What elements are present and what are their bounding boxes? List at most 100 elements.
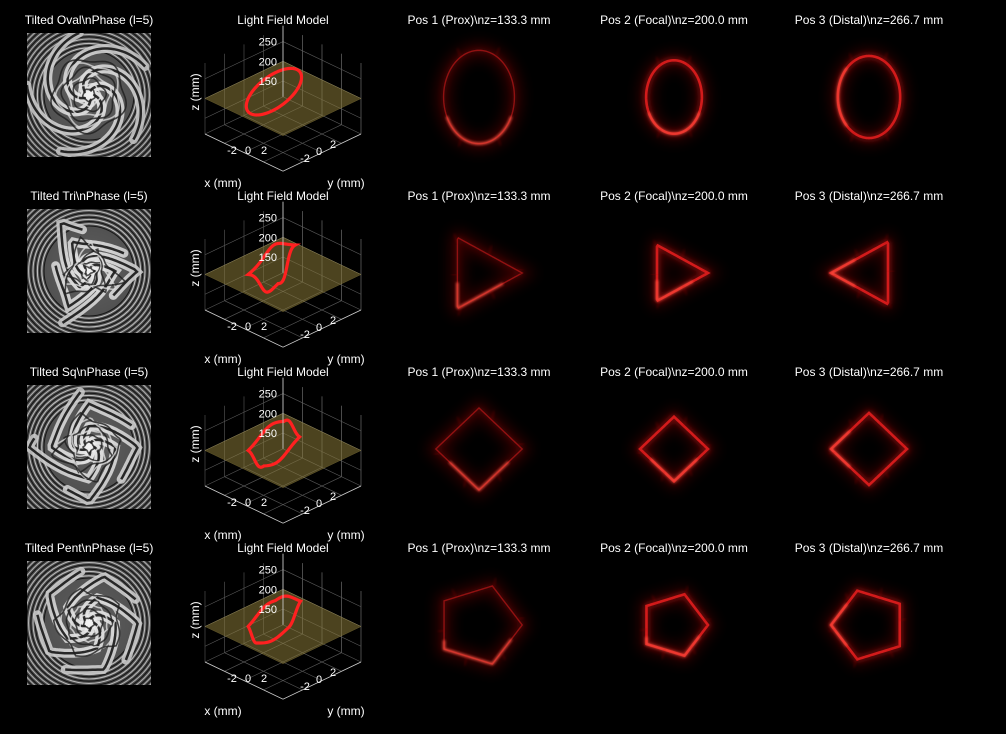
phase-panel-title: Tilted Oval\nPhase (l=5) xyxy=(25,13,154,27)
x-axis-label: x (mm) xyxy=(204,176,241,190)
x-tick-label: -2 xyxy=(227,673,237,685)
intensity-image xyxy=(437,577,532,673)
y-tick-label: 0 xyxy=(316,498,322,510)
focal-plane xyxy=(204,413,362,488)
phase-mask-image xyxy=(27,33,151,157)
y-tick-label: 2 xyxy=(330,315,336,327)
x-tick-label: 0 xyxy=(245,321,251,333)
figure-row: Tilted Pent\nPhase (l=5) Light Field Mode… xyxy=(25,541,944,718)
figure-row: Tilted Oval\nPhase (l=5) Light Field Mode… xyxy=(25,13,944,190)
ring-trajectory xyxy=(245,418,303,469)
y-axis-label: y (mm) xyxy=(327,352,364,366)
z-tick-label: 250 xyxy=(259,37,277,49)
ring-trajectory xyxy=(244,241,302,294)
ring-trajectory xyxy=(246,594,304,645)
position-panel-title: Pos 3 (Distal)\nz=266.7 mm xyxy=(795,541,943,555)
intensity-image xyxy=(629,407,719,491)
z-tick-label: 200 xyxy=(259,408,277,420)
intensity-image xyxy=(639,53,709,141)
z-axis-label: z (mm) xyxy=(188,425,202,462)
x-tick-label: 0 xyxy=(245,145,251,157)
focal-plane xyxy=(204,61,362,136)
z-axis-label: z (mm) xyxy=(188,601,202,638)
y-axis-label: y (mm) xyxy=(327,528,364,542)
y-tick-label: 0 xyxy=(316,674,322,686)
position-panel-title: Pos 2 (Focal)\nz=200.0 mm xyxy=(600,365,748,379)
phase-mask-image xyxy=(27,209,151,333)
model-panel-title: Light Field Model xyxy=(237,541,328,555)
z-axis-label: z (mm) xyxy=(188,249,202,286)
intensity-image xyxy=(436,43,522,151)
x-tick-label: 0 xyxy=(245,497,251,509)
z-tick-label: 250 xyxy=(259,565,277,577)
y-tick-label: 0 xyxy=(316,146,322,158)
model-panel-title: Light Field Model xyxy=(237,13,328,27)
intensity-image xyxy=(816,232,895,314)
x-tick-label: 2 xyxy=(261,321,267,333)
x-tick-label: 2 xyxy=(261,497,267,509)
intensity-image xyxy=(820,403,918,495)
ring-trajectory xyxy=(244,66,304,117)
x-tick-label: 0 xyxy=(245,673,251,685)
z-axis-label: z (mm) xyxy=(188,73,202,110)
x-axis-label: x (mm) xyxy=(204,352,241,366)
z-tick-label: 150 xyxy=(259,76,277,88)
y-tick-label: 2 xyxy=(330,139,336,151)
x-tick-label: 2 xyxy=(261,673,267,685)
position-panel-title: Pos 2 (Focal)\nz=200.0 mm xyxy=(600,541,748,555)
z-tick-label: 200 xyxy=(259,584,277,596)
x-tick-label: -2 xyxy=(227,145,237,157)
x-tick-label: -2 xyxy=(227,497,237,509)
phase-mask-image xyxy=(27,385,151,509)
x-tick-label: -2 xyxy=(227,321,237,333)
z-tick-label: 150 xyxy=(259,604,277,616)
position-panel-title: Pos 3 (Distal)\nz=266.7 mm xyxy=(795,189,943,203)
phase-panel-title: Tilted Sq\nPhase (l=5) xyxy=(30,365,149,379)
x-axis-label: x (mm) xyxy=(204,528,241,542)
position-panel-title: Pos 3 (Distal)\nz=266.7 mm xyxy=(795,365,943,379)
phase-panel-title: Tilted Pent\nPhase (l=5) xyxy=(25,541,154,555)
y-tick-label: 0 xyxy=(316,322,322,334)
phase-mask-image xyxy=(27,561,151,685)
phase-panel-title: Tilted Tri\nPhase (l=5) xyxy=(30,189,147,203)
position-panel-title: Pos 1 (Prox)\nz=133.3 mm xyxy=(407,365,550,379)
position-panel-title: Pos 3 (Distal)\nz=266.7 mm xyxy=(795,13,943,27)
z-tick-label: 250 xyxy=(259,389,277,401)
position-panel-title: Pos 1 (Prox)\nz=133.3 mm xyxy=(407,13,550,27)
y-tick-label: -2 xyxy=(300,505,310,517)
position-panel-title: Pos 1 (Prox)\nz=133.3 mm xyxy=(407,189,550,203)
y-axis-label: y (mm) xyxy=(327,176,364,190)
model-panel-title: Light Field Model xyxy=(237,365,328,379)
x-tick-label: 2 xyxy=(261,145,267,157)
y-tick-label: 2 xyxy=(330,667,336,679)
intensity-image xyxy=(639,586,717,664)
figure-row: Tilted Sq\nPhase (l=5) Light Field Model 2… xyxy=(27,365,943,542)
y-axis-label: y (mm) xyxy=(327,704,364,718)
intensity-image xyxy=(822,582,907,668)
figure-row: Tilted Tri\nPhase (l=5) Light Field Model… xyxy=(27,189,943,366)
intensity-image xyxy=(830,48,908,146)
z-tick-label: 200 xyxy=(259,56,277,68)
y-tick-label: -2 xyxy=(300,681,310,693)
intensity-image xyxy=(450,228,537,318)
focal-plane xyxy=(204,589,362,664)
position-panel-title: Pos 2 (Focal)\nz=200.0 mm xyxy=(600,189,748,203)
y-tick-label: 2 xyxy=(330,491,336,503)
position-panel-title: Pos 1 (Prox)\nz=133.3 mm xyxy=(407,541,550,555)
intensity-image xyxy=(650,236,723,310)
intensity-image xyxy=(425,398,533,500)
position-panel-title: Pos 2 (Focal)\nz=200.0 mm xyxy=(600,13,748,27)
x-axis-label: x (mm) xyxy=(204,704,241,718)
z-tick-label: 200 xyxy=(259,232,277,244)
z-tick-label: 250 xyxy=(259,213,277,225)
model-panel-title: Light Field Model xyxy=(237,189,328,203)
focal-plane xyxy=(204,237,362,312)
y-tick-label: -2 xyxy=(300,329,310,341)
z-tick-label: 150 xyxy=(259,252,277,264)
z-tick-label: 150 xyxy=(259,428,277,440)
